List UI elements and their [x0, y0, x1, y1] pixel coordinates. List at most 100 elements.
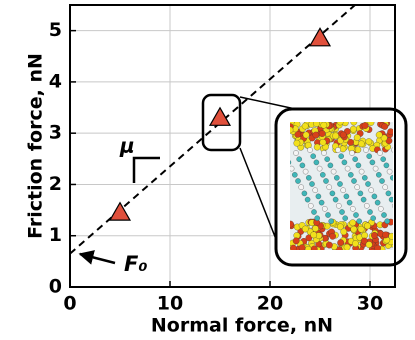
y-tick-label: 1 — [49, 224, 62, 246]
atom — [350, 206, 356, 212]
atom — [338, 153, 344, 159]
atom — [326, 241, 333, 249]
atom — [325, 212, 331, 218]
atom — [313, 143, 321, 151]
atom — [339, 209, 345, 215]
atom — [384, 218, 390, 224]
atom — [293, 139, 301, 147]
atom — [318, 130, 326, 137]
atom — [383, 162, 390, 169]
atom — [341, 159, 348, 166]
atom — [313, 159, 320, 166]
atom — [365, 181, 371, 187]
atom — [377, 150, 383, 156]
point — [208, 106, 232, 126]
atom — [327, 162, 334, 169]
atom — [378, 206, 384, 212]
atom — [314, 215, 320, 221]
atom — [351, 178, 357, 184]
atom — [374, 199, 381, 206]
atom — [387, 128, 393, 136]
slope-label: μ — [119, 134, 135, 158]
atom — [315, 193, 322, 200]
atom — [358, 140, 365, 148]
atom — [311, 209, 317, 215]
slope-marker — [132, 156, 160, 183]
atom — [316, 165, 323, 172]
atom — [356, 218, 362, 224]
atom — [391, 147, 393, 153]
atom — [340, 228, 348, 236]
atom — [360, 196, 367, 203]
atom — [313, 122, 320, 127]
atom — [337, 239, 345, 246]
atom — [308, 203, 314, 209]
intercept-label: F₀ — [124, 252, 148, 276]
point — [108, 201, 132, 221]
atom — [392, 203, 393, 208]
atom — [298, 184, 304, 190]
atom — [382, 184, 388, 190]
atom — [381, 123, 389, 130]
atom — [371, 232, 378, 239]
atom — [299, 162, 306, 169]
x-tick-label: 10 — [157, 293, 183, 315]
atom — [361, 237, 368, 245]
atom — [352, 156, 358, 162]
atom — [290, 165, 295, 172]
atom — [320, 172, 326, 178]
atom — [339, 145, 347, 153]
atom — [332, 132, 339, 140]
atom — [346, 199, 353, 206]
atom — [329, 232, 336, 240]
atom — [409, 212, 414, 217]
atom — [336, 122, 344, 126]
atom — [306, 175, 312, 181]
y-tick-label: 3 — [49, 122, 62, 144]
atom — [357, 225, 365, 233]
atom — [364, 222, 371, 230]
atom — [336, 223, 344, 231]
atom — [343, 193, 350, 200]
atom — [350, 122, 358, 126]
atom — [302, 131, 310, 139]
zoom-box — [201, 93, 242, 152]
atom — [367, 209, 373, 215]
atom — [304, 196, 311, 203]
atom — [342, 215, 348, 221]
intercept-arrow — [78, 250, 116, 265]
atom — [318, 199, 325, 206]
atom — [294, 130, 302, 138]
x-tick-label: 20 — [257, 293, 283, 315]
atom — [326, 184, 332, 190]
y-tick-label: 2 — [49, 173, 62, 195]
atom — [350, 225, 358, 233]
atom — [382, 231, 389, 239]
atom — [310, 245, 318, 250]
inset — [201, 93, 414, 267]
atom — [310, 153, 316, 159]
atom — [388, 196, 393, 203]
atom — [369, 159, 376, 166]
x-tick-label: 0 — [63, 293, 76, 315]
atom — [290, 244, 297, 250]
atom — [335, 246, 343, 250]
atom — [354, 184, 360, 190]
atom — [292, 172, 298, 178]
y-axis-label: Friction force, nN — [25, 53, 47, 239]
y-tick-label: 5 — [49, 19, 62, 41]
atom — [321, 150, 327, 156]
y-tick-label: 0 — [49, 276, 62, 298]
y-tick-label: 4 — [49, 70, 62, 92]
atom — [330, 168, 337, 175]
atom — [290, 160, 292, 165]
atom — [290, 220, 294, 228]
atom — [352, 240, 359, 247]
atom — [368, 187, 374, 193]
atom — [376, 172, 382, 178]
atom — [343, 243, 351, 250]
atom — [334, 175, 340, 181]
atom — [301, 225, 309, 233]
plot-frame — [69, 4, 396, 288]
atom — [390, 175, 393, 181]
